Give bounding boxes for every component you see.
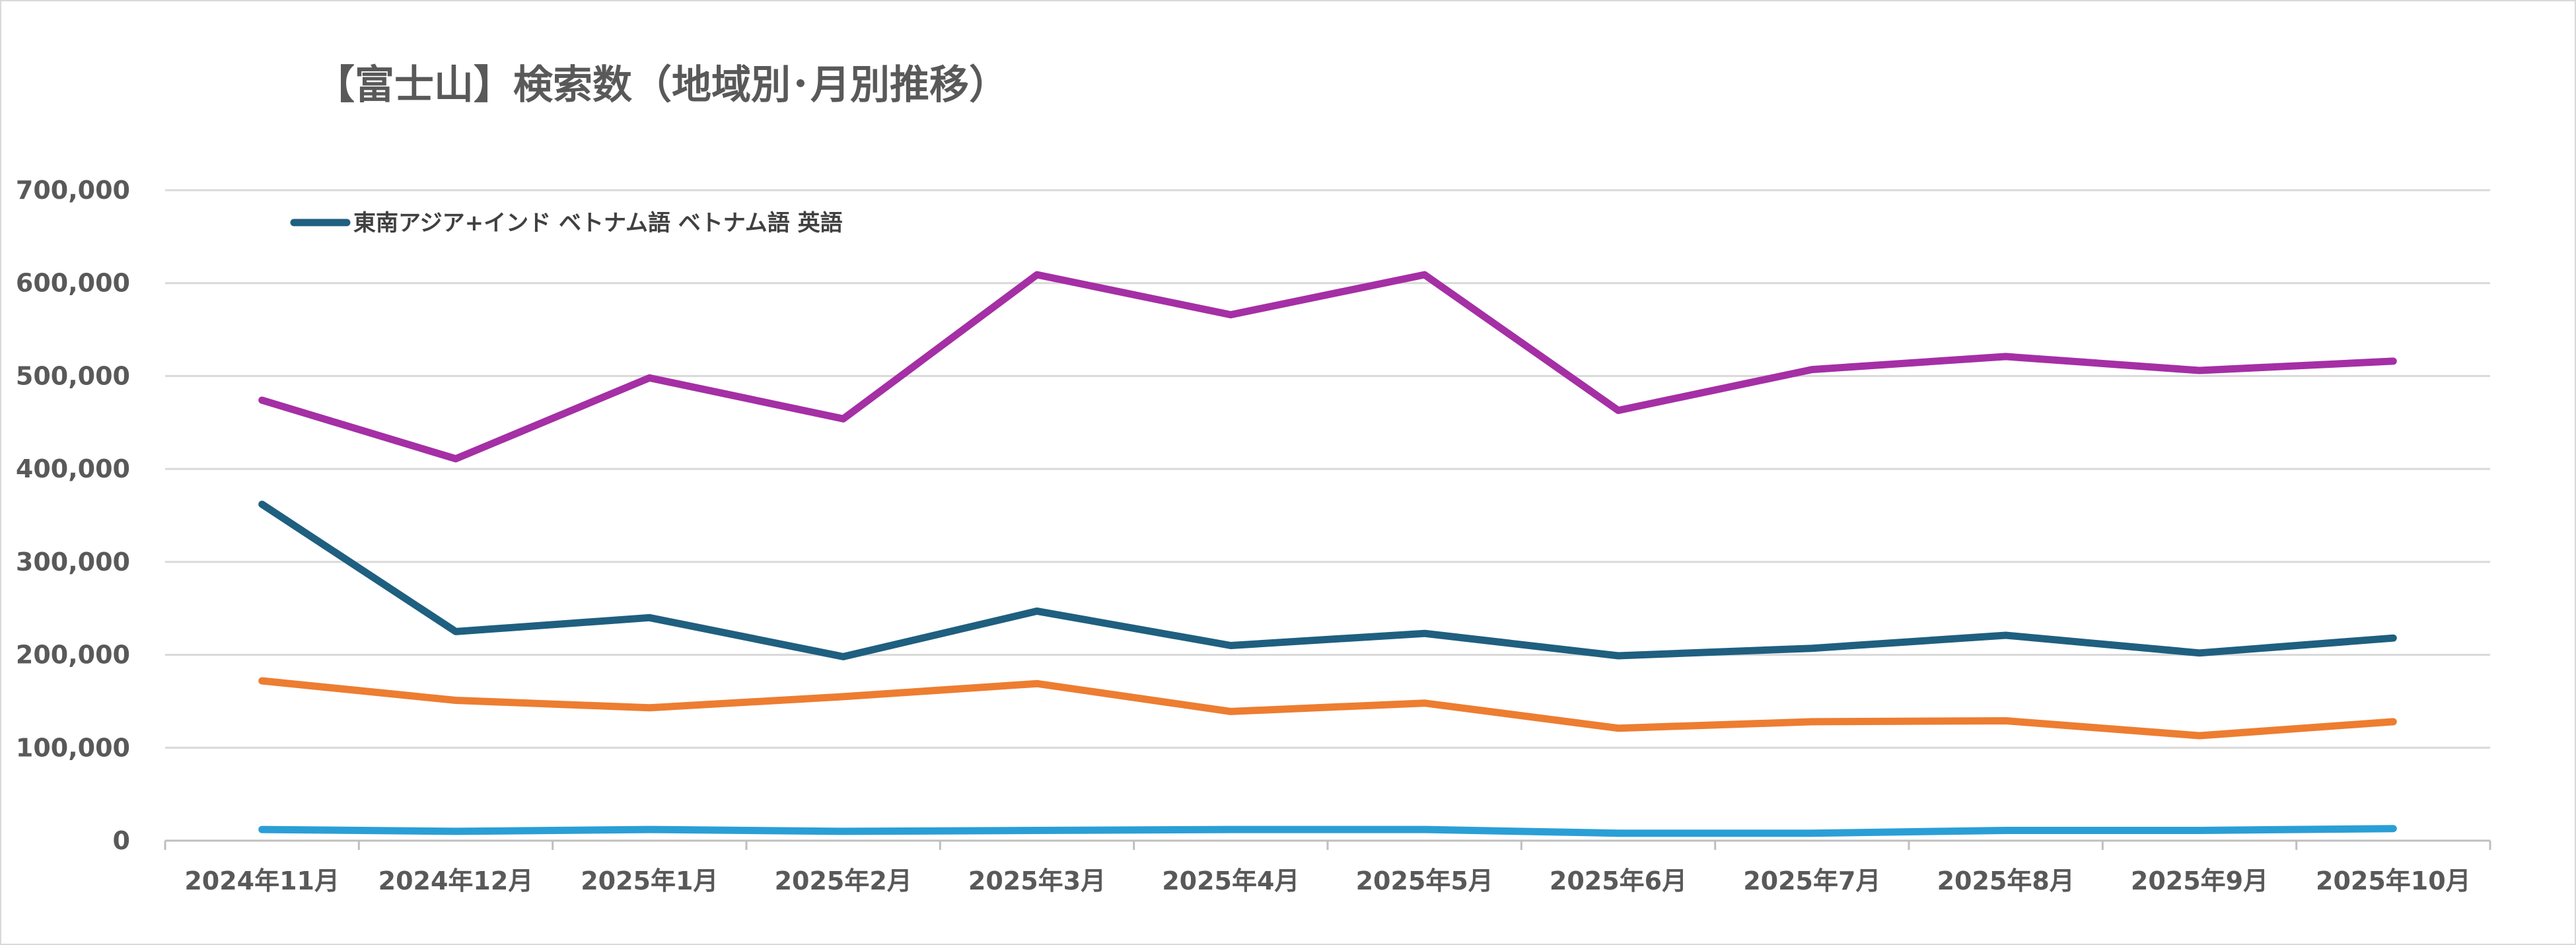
y-tick-label: 0 bbox=[113, 826, 130, 855]
y-tick-label: 600,000 bbox=[16, 269, 130, 298]
x-tick-label: 2025年10月 bbox=[2316, 866, 2471, 895]
y-tick-label: 500,000 bbox=[16, 361, 130, 390]
gridlines bbox=[165, 189, 2490, 749]
series-lines bbox=[258, 271, 2397, 837]
y-tick-label: 300,000 bbox=[16, 547, 130, 577]
x-tick-label: 2025年3月 bbox=[968, 866, 1106, 895]
series-line-1 bbox=[258, 501, 2397, 660]
series-line-4 bbox=[258, 825, 2397, 837]
x-tick-label: 2025年1月 bbox=[581, 866, 718, 895]
x-tick-label: 2025年8月 bbox=[1937, 866, 2075, 895]
y-tick-label: 700,000 bbox=[16, 176, 130, 205]
x-tick-label: 2024年11月 bbox=[184, 866, 340, 895]
x-tick-label: 2025年4月 bbox=[1162, 866, 1299, 895]
x-tick-label: 2024年12月 bbox=[378, 866, 534, 895]
x-tick-label: 2025年6月 bbox=[1550, 866, 1687, 895]
axes: 0 100,000 200,000 300,000 400,000 500,000 600,… bbox=[16, 176, 2491, 895]
x-tick-label: 2025年5月 bbox=[1356, 866, 1493, 895]
legend-label: 東南アジア+インド ベトナム語 ベトナム語 英語 bbox=[353, 210, 843, 236]
y-tick-label: 100,000 bbox=[16, 733, 130, 762]
series-line-3 bbox=[258, 271, 2397, 463]
series-line-2 bbox=[258, 677, 2397, 740]
x-tick-label: 2025年7月 bbox=[1743, 866, 1880, 895]
y-tick-label: 400,000 bbox=[16, 454, 130, 483]
x-tick-label: 2025年9月 bbox=[2131, 866, 2268, 895]
x-tick-label: 2025年2月 bbox=[775, 866, 912, 895]
y-tick-label: 200,000 bbox=[16, 641, 130, 670]
chart-title: 【富士山】検索数（地域別･月別推移） bbox=[315, 62, 1009, 108]
legend: 東南アジア+インド ベトナム語 ベトナム語 英語 bbox=[290, 210, 843, 236]
